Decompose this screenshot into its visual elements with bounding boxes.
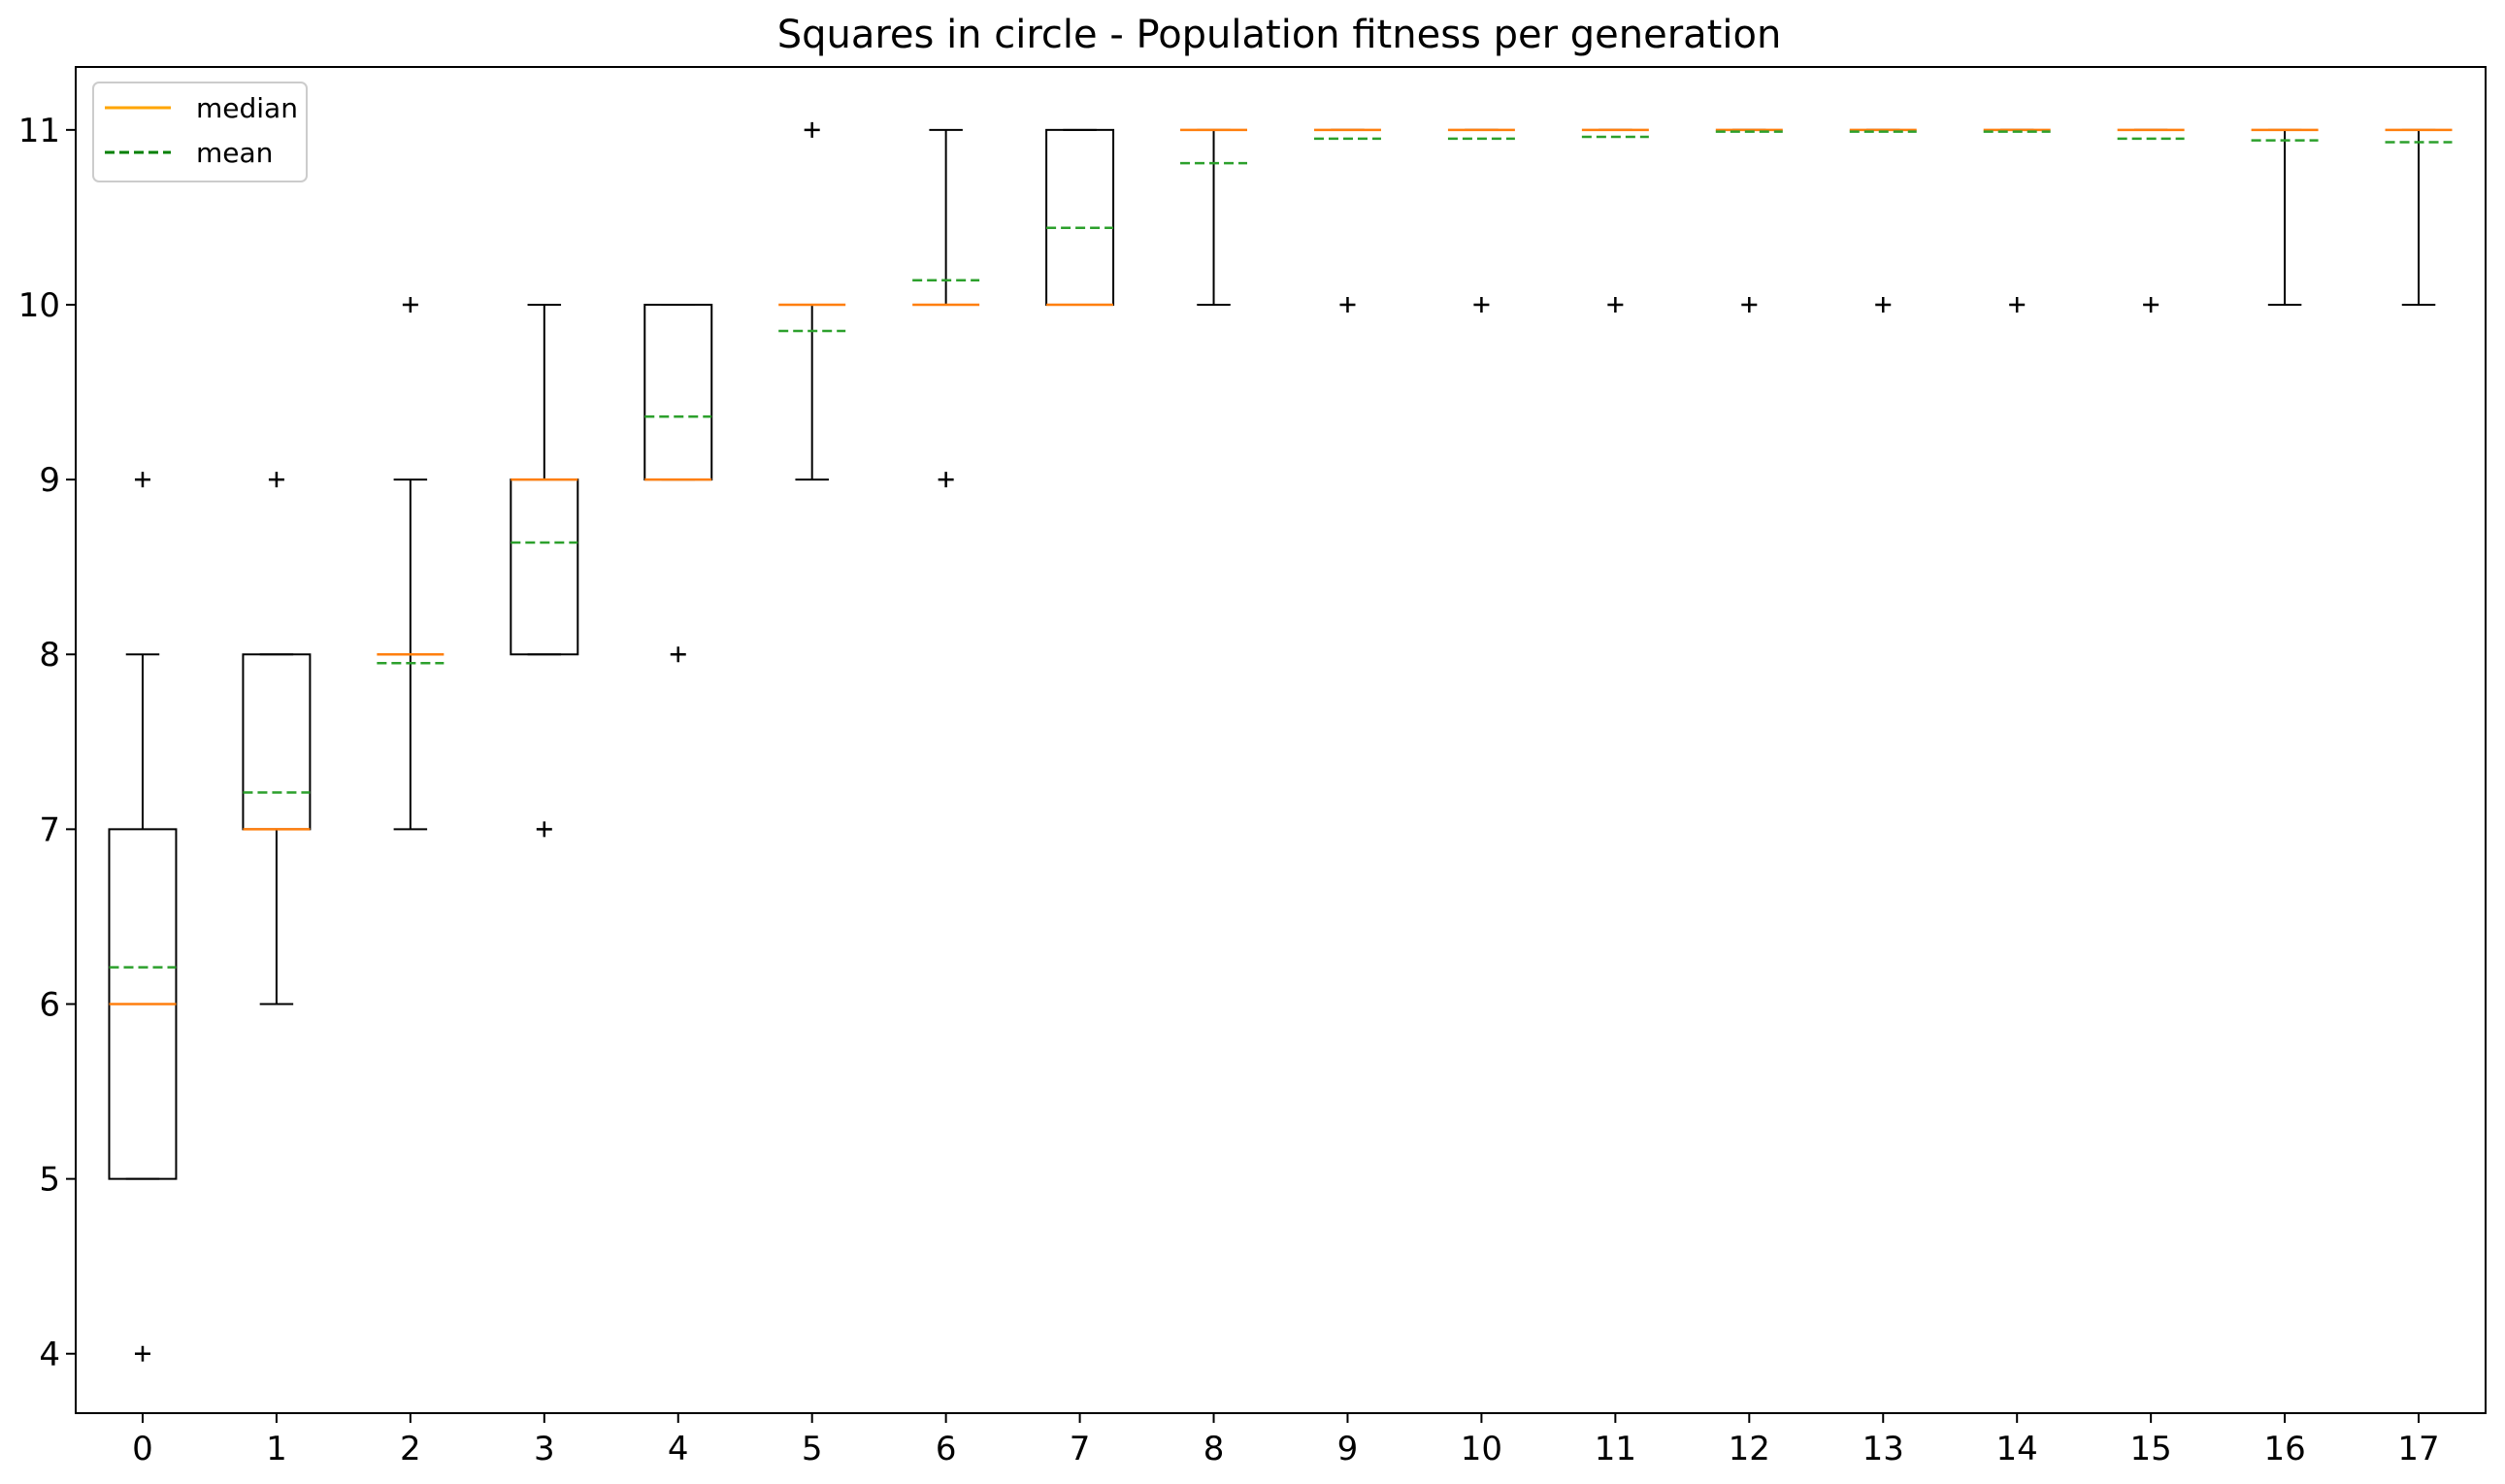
box bbox=[1045, 128, 1115, 306]
box-group-13 bbox=[1849, 128, 1917, 313]
x-tick-label: 11 bbox=[1595, 1430, 1636, 1468]
y-tick-label: 10 bbox=[18, 286, 60, 325]
flier-point bbox=[536, 821, 552, 838]
flier-point bbox=[1607, 296, 1624, 313]
x-tick-label: 15 bbox=[2130, 1430, 2172, 1468]
x-tick-label: 0 bbox=[132, 1430, 153, 1468]
flier-point bbox=[1875, 296, 1892, 313]
x-tick-label: 10 bbox=[1461, 1430, 1502, 1468]
flier-point bbox=[134, 472, 150, 488]
y-tick-label: 4 bbox=[39, 1336, 60, 1374]
y-tick-label: 9 bbox=[39, 461, 60, 500]
x-tick-label: 6 bbox=[936, 1430, 957, 1468]
y-axis: 4 5 6 7 8 9 10 11 bbox=[18, 112, 76, 1374]
box-group-12 bbox=[1715, 128, 1783, 313]
legend-median-label: median bbox=[196, 92, 298, 124]
x-tick-label: 2 bbox=[400, 1430, 421, 1468]
legend: median mean bbox=[92, 82, 308, 182]
y-tick-label: 11 bbox=[18, 112, 60, 150]
flier-point bbox=[1473, 296, 1490, 313]
box-group-0 bbox=[108, 472, 178, 1362]
box-group-1 bbox=[242, 472, 312, 1006]
box-group-3 bbox=[510, 303, 579, 838]
box-group-5 bbox=[778, 121, 846, 481]
box-group-2 bbox=[377, 296, 445, 831]
box-group-14 bbox=[1983, 128, 2051, 313]
x-tick-label: 3 bbox=[534, 1430, 555, 1468]
flier-point bbox=[1339, 296, 1356, 313]
box-group-6 bbox=[912, 128, 980, 488]
x-tick-label: 17 bbox=[2397, 1430, 2439, 1468]
box bbox=[242, 653, 312, 831]
flier-point bbox=[268, 472, 284, 488]
x-tick-label: 9 bbox=[1337, 1430, 1359, 1468]
legend-mean-label: mean bbox=[196, 137, 273, 169]
chart-title: Squares in circle - Population fitness p… bbox=[777, 13, 1782, 57]
x-tick-label: 13 bbox=[1862, 1430, 1904, 1468]
x-tick-label: 14 bbox=[1996, 1430, 2038, 1468]
flier-point bbox=[670, 646, 686, 663]
x-axis: 0 1 2 3 4 5 6 7 8 9 10 11 12 13 14 15 16 17 bbox=[132, 1413, 2440, 1468]
box-group-10 bbox=[1447, 128, 1515, 313]
box bbox=[643, 303, 713, 481]
box-group-16 bbox=[2251, 128, 2319, 306]
x-tick-label: 16 bbox=[2263, 1430, 2305, 1468]
y-tick-label: 8 bbox=[39, 636, 60, 675]
flier-point bbox=[2143, 296, 2159, 313]
y-tick-label: 7 bbox=[39, 810, 60, 849]
axes-frame bbox=[75, 66, 2487, 1414]
box bbox=[510, 478, 579, 656]
flier-point bbox=[1741, 296, 1758, 313]
box-group-17 bbox=[2385, 128, 2453, 306]
box-group-7 bbox=[1045, 128, 1115, 307]
x-tick-label: 8 bbox=[1203, 1430, 1225, 1468]
flier-point bbox=[402, 296, 418, 313]
x-tick-label: 5 bbox=[802, 1430, 823, 1468]
plot-area bbox=[108, 121, 2453, 1362]
box-group-9 bbox=[1313, 128, 1381, 313]
box-group-11 bbox=[1581, 128, 1649, 313]
x-tick-label: 4 bbox=[668, 1430, 689, 1468]
box-group-15 bbox=[2117, 128, 2185, 313]
x-tick-label: 1 bbox=[266, 1430, 287, 1468]
box-group-8 bbox=[1180, 128, 1248, 306]
flier-point bbox=[2009, 296, 2026, 313]
y-tick-label: 5 bbox=[39, 1161, 60, 1200]
x-tick-label: 12 bbox=[1729, 1430, 1770, 1468]
flier-point bbox=[938, 472, 954, 488]
x-tick-label: 7 bbox=[1070, 1430, 1091, 1468]
y-tick-label: 6 bbox=[39, 985, 60, 1024]
flier-point bbox=[804, 121, 820, 138]
flier-point bbox=[134, 1345, 150, 1362]
box-group-4 bbox=[643, 303, 713, 663]
